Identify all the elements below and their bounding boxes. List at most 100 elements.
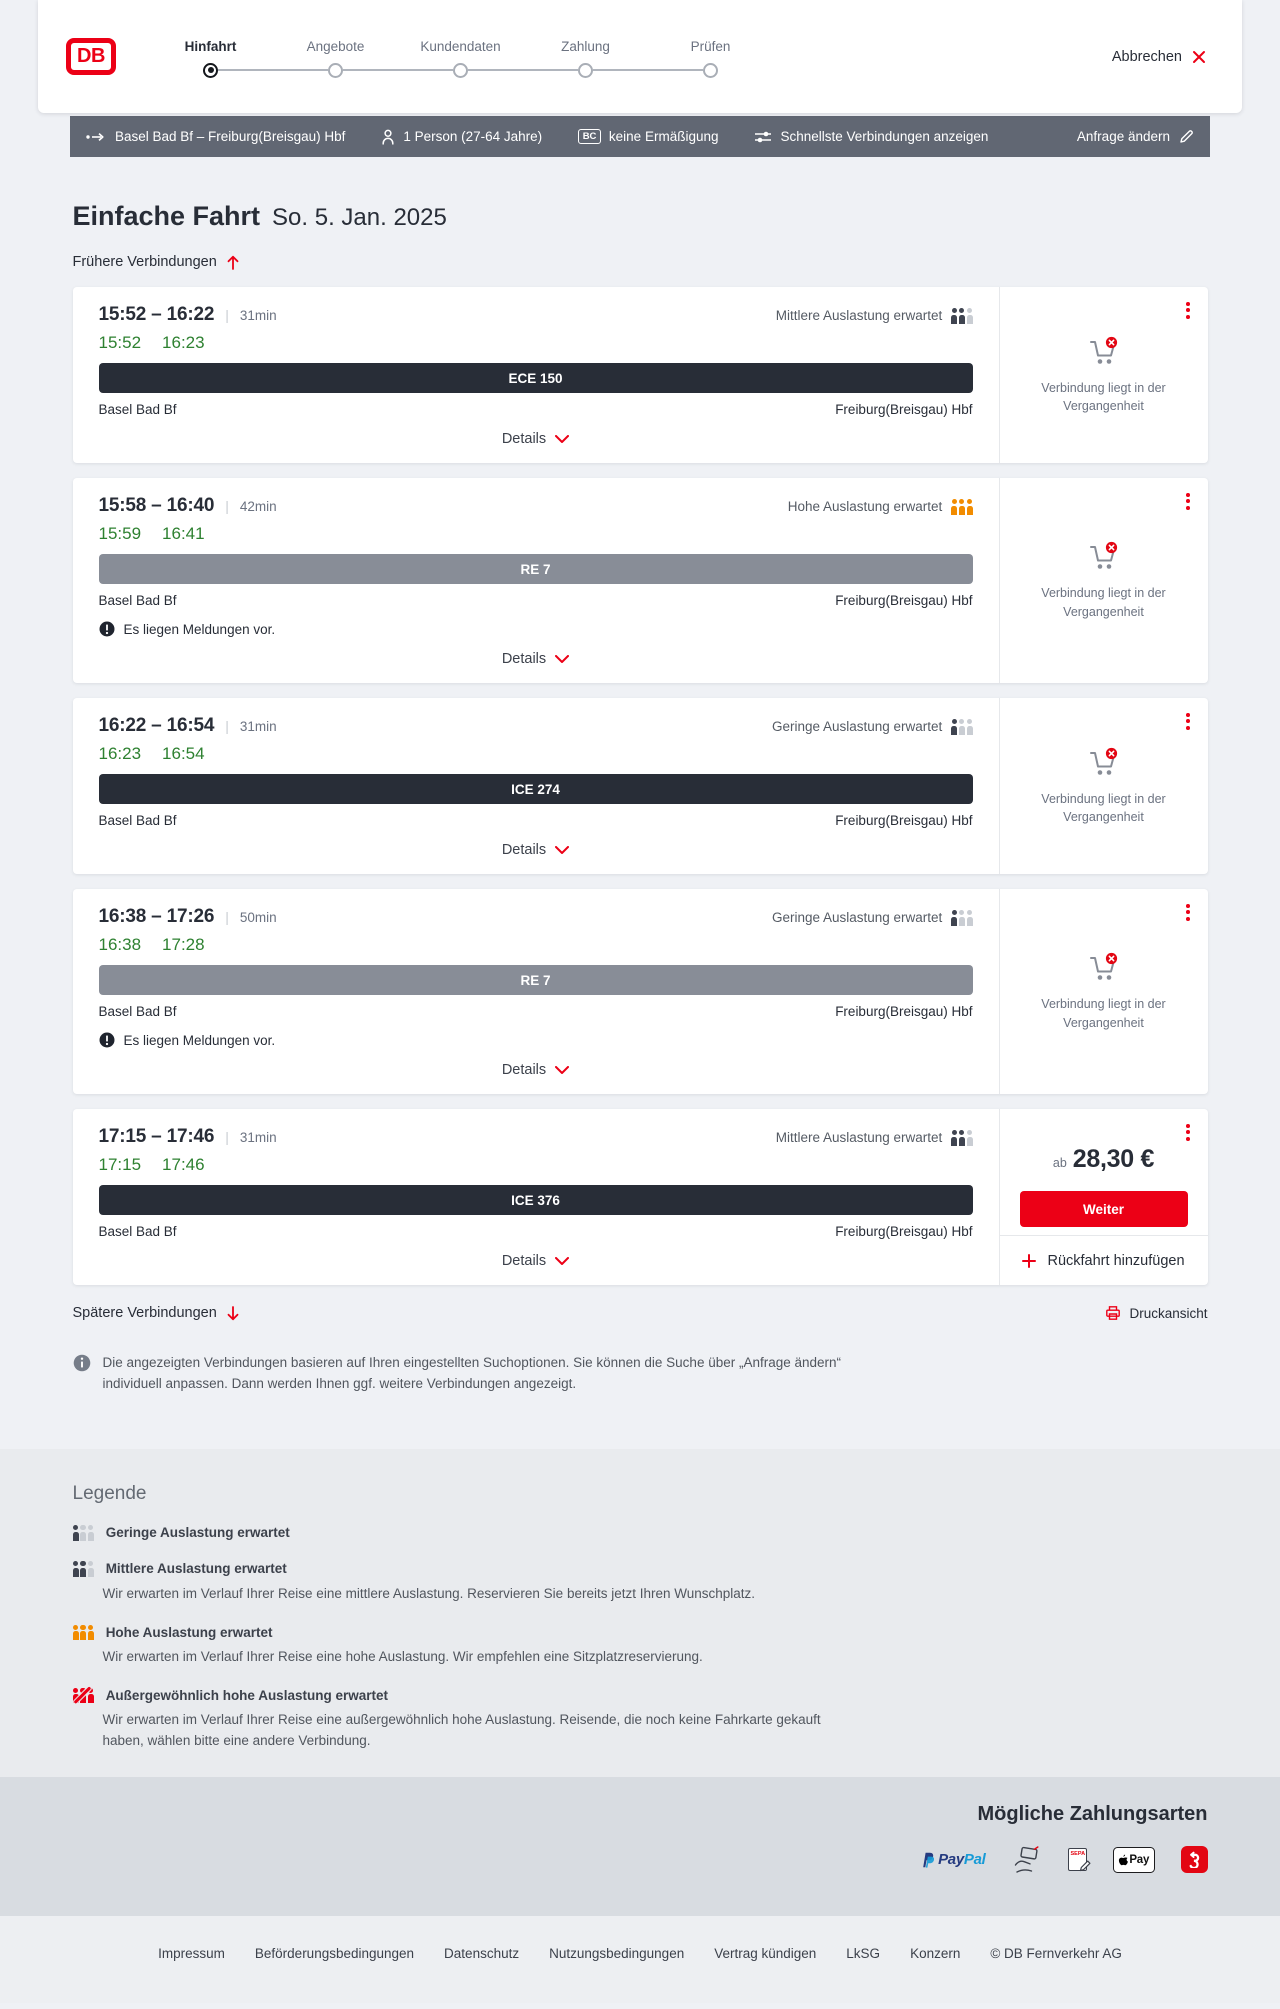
sepa-label: SEPA [1070, 1851, 1086, 1858]
cart-unavailable-icon [1089, 953, 1117, 981]
occupancy-low-icon [72, 1525, 94, 1541]
train-number: ICE 274 [511, 781, 560, 797]
occupancy-medium-icon [72, 1561, 94, 1577]
footer-link-vertrag-kuendigen[interactable]: Vertrag kündigen [714, 1945, 817, 1961]
travel-date: So. 5. Jan. 2025 [272, 204, 447, 231]
cart-unavailable-icon [1089, 542, 1117, 570]
more-options-button[interactable] [1183, 490, 1193, 513]
details-toggle[interactable]: Details [99, 431, 973, 453]
step-angebote[interactable]: Angebote [218, 38, 398, 79]
step-label: Prüfen [690, 38, 731, 54]
footer-link-konzern[interactable]: Konzern [910, 1945, 961, 1961]
connection-side-panel: Verbindung liegt in der Vergangenheit [998, 287, 1208, 463]
time-range: 16:22 – 16:54 [98, 715, 215, 736]
route-arrow-icon [86, 132, 104, 141]
footer-link-befoerderungsbedingungen[interactable]: Beförderungsbedingungen [254, 1945, 415, 1961]
paypal-label-2: Pal [963, 1851, 986, 1869]
occupancy-high-icon [72, 1624, 94, 1641]
past-connection-note: Verbindung liegt in der Vergangenheit [1041, 791, 1166, 824]
add-return-trip-button[interactable]: Rückfahrt hinzufügen [999, 1235, 1208, 1285]
live-arrival: 16:41 [162, 524, 205, 543]
footer-link-lksg[interactable]: LkSG [846, 1945, 881, 1961]
step-dot [328, 62, 343, 78]
later-connections-link[interactable]: Spätere Verbindungen [73, 1305, 239, 1321]
duration: 50min [239, 910, 277, 925]
occupancy-label: Geringe Auslastung erwartet [771, 910, 943, 925]
legend-item: Geringe Auslastung erwartet [72, 1525, 1208, 1541]
occupancy-label: Mittlere Auslastung erwartet [775, 1130, 943, 1145]
messages-warning-label: Es liegen Meldungen vor. [123, 621, 276, 637]
legend-item-label: Mittlere Auslastung erwartet [105, 1561, 287, 1577]
more-options-button[interactable] [1183, 299, 1193, 322]
arrival-station: Freiburg(Breisgau) Hbf [835, 1224, 973, 1239]
close-icon [1193, 50, 1205, 63]
legend-item-label: Geringe Auslastung erwartet [105, 1525, 290, 1541]
details-toggle[interactable]: Details [99, 1253, 973, 1275]
details-label: Details [501, 651, 547, 667]
legend-item: Mittlere Auslastung erwartet [72, 1561, 1208, 1577]
train-label-bar: RE 7 [98, 554, 973, 584]
train-label-bar: ECE 150 [98, 363, 973, 393]
printer-icon [1106, 1306, 1121, 1320]
arrow-up-icon [227, 255, 239, 270]
time-range: 15:52 – 16:22 [98, 304, 215, 325]
arrival-station: Freiburg(Breisgau) Hbf [835, 593, 973, 608]
price-value: 28,30 € [1072, 1145, 1155, 1173]
details-toggle[interactable]: Details [99, 842, 973, 864]
footer-link-datenschutz[interactable]: Datenschutz [444, 1945, 520, 1961]
step-kundendaten[interactable]: Kundendaten [343, 39, 523, 79]
more-options-button[interactable] [1183, 1121, 1193, 1144]
occupancy-medium-icon [951, 307, 973, 324]
details-label: Details [501, 842, 547, 858]
duration: 42min [239, 499, 277, 514]
cancel-button[interactable]: Abbrechen [1112, 49, 1206, 65]
booking-stepper: Hinfahrt Angebote Kundendaten Zahlung Pr… [148, 39, 773, 79]
summary-discount-label: keine Ermäßigung [608, 129, 719, 144]
summary-passenger: 1 Person (27-64 Jahre) [381, 129, 542, 145]
plus-icon [1022, 1253, 1037, 1268]
page-footer: Impressum Beförderungsbedingungen Datens… [0, 1915, 1280, 2003]
alert-icon [99, 621, 114, 637]
edit-request-button[interactable]: Anfrage ändern [1077, 129, 1194, 144]
earlier-connections-link[interactable]: Frühere Verbindungen [73, 254, 239, 270]
summary-filter: Schnellste Verbindungen anzeigen [754, 129, 988, 144]
footer-link-impressum[interactable]: Impressum [158, 1945, 225, 1961]
step-zahlung[interactable]: Zahlung [468, 39, 648, 79]
separator: | [225, 498, 229, 514]
legend-section: Legende Geringe Auslastung erwartet Mitt… [0, 1448, 1280, 1777]
details-toggle[interactable]: Details [99, 1062, 973, 1084]
arrival-station: Freiburg(Breisgau) Hbf [835, 813, 973, 828]
db-voucher-icon [1180, 1846, 1208, 1874]
duration: 31min [239, 308, 277, 323]
step-label: Hinfahrt [184, 38, 237, 54]
step-label: Angebote [306, 38, 365, 54]
step-pruefen[interactable]: Prüfen [593, 38, 773, 79]
alert-icon [99, 1032, 114, 1048]
messages-warning: Es liegen Meldungen vor. [99, 1032, 973, 1048]
connection-main: 16:22 – 16:54 | 31min Geringe Auslastung… [73, 698, 999, 874]
connection-main: 17:15 – 17:46 | 31min Mittlere Auslastun… [73, 1109, 999, 1285]
connection-main: 15:58 – 16:40 | 42min Hohe Auslastung er… [73, 478, 999, 683]
messages-warning: Es liegen Meldungen vor. [99, 621, 973, 637]
search-summary-bar: Basel Bad Bf – Freiburg(Breisgau) Hbf 1 … [70, 116, 1210, 157]
summary-route: Basel Bad Bf – Freiburg(Breisgau) Hbf [86, 129, 345, 144]
pencil-icon [1180, 130, 1193, 143]
apple-pay-icon: Pay [1112, 1846, 1155, 1873]
duration: 31min [239, 719, 277, 734]
live-arrival: 17:28 [162, 935, 205, 954]
print-view-button[interactable]: Druckansicht [1105, 1305, 1208, 1321]
details-toggle[interactable]: Details [99, 651, 973, 673]
more-options-button[interactable] [1183, 901, 1193, 924]
occupancy-medium-icon [951, 1129, 973, 1146]
messages-warning-label: Es liegen Meldungen vor. [123, 1032, 276, 1048]
more-options-button[interactable] [1183, 710, 1193, 733]
connection-card: 16:22 – 16:54 | 31min Geringe Auslastung… [72, 698, 1208, 874]
connection-side-panel: Verbindung liegt in der Vergangenheit [998, 478, 1208, 683]
footer-copyright: © DB Fernverkehr AG [990, 1945, 1122, 1961]
past-connection-note: Verbindung liegt in der Vergangenheit [1041, 380, 1166, 413]
footer-link-nutzungsbedingungen[interactable]: Nutzungsbedingungen [549, 1945, 685, 1961]
step-hinfahrt[interactable]: Hinfahrt [148, 39, 273, 79]
live-arrival: 16:23 [162, 333, 205, 352]
continue-button[interactable]: Weiter [1019, 1191, 1188, 1227]
train-label-bar: ICE 274 [98, 774, 973, 804]
